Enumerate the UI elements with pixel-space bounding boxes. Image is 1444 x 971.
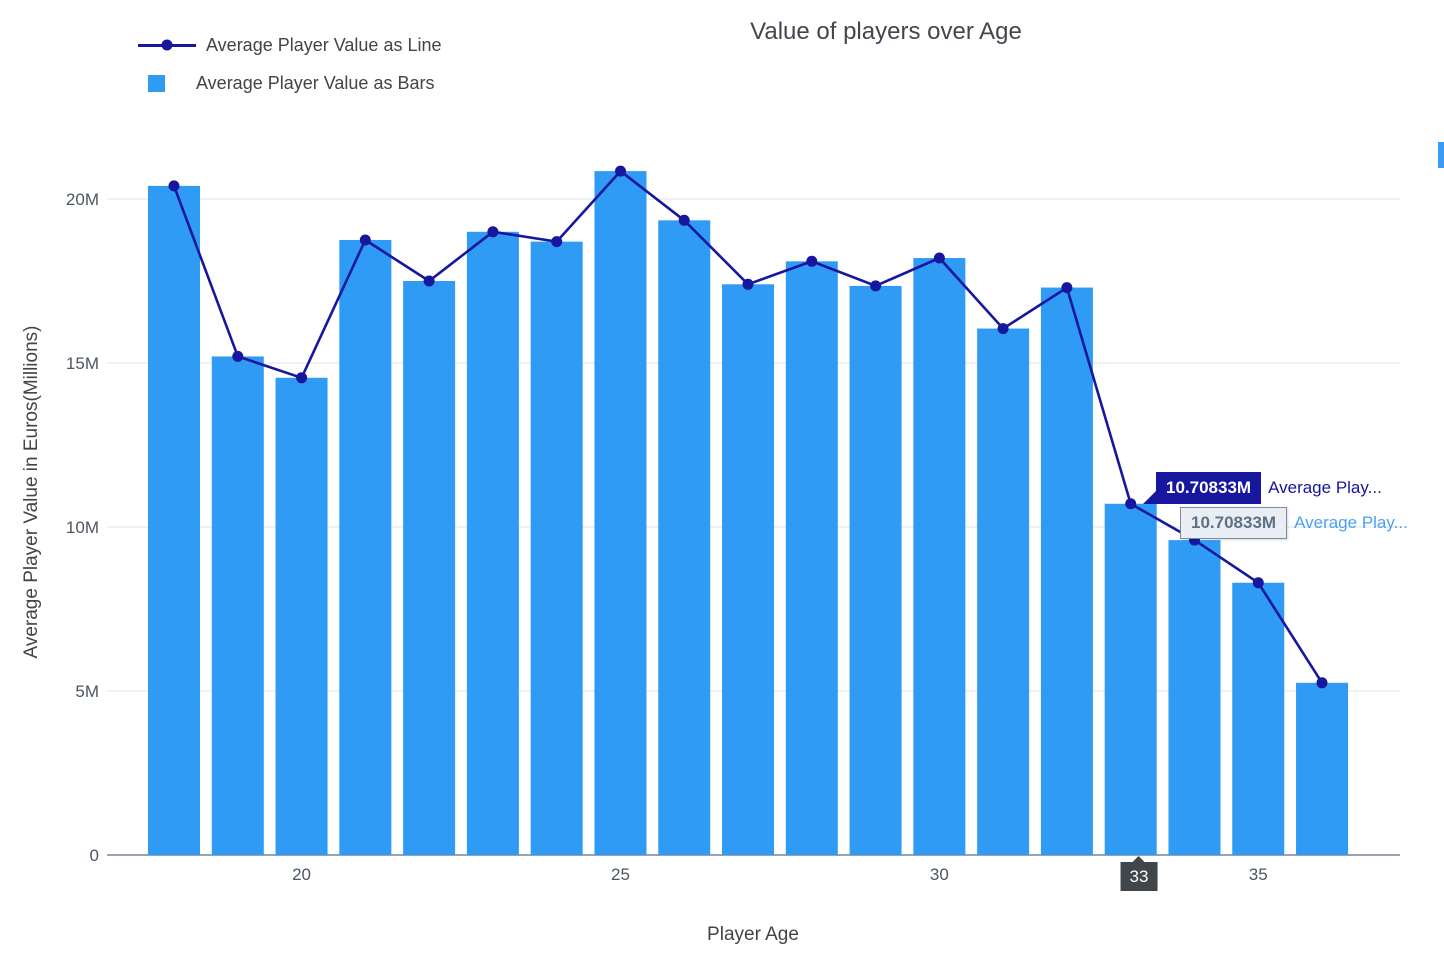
legend-item-bars[interactable]: Average Player Value as Bars	[138, 64, 442, 102]
chart-title: Value of players over Age	[750, 18, 1022, 45]
y-tick-label: 0	[90, 846, 99, 865]
y-tick-label: 15M	[66, 354, 99, 373]
line-marker-age-26[interactable]	[678, 214, 690, 226]
bar-legend-icon	[148, 74, 165, 92]
x-axis-hover-tag: 33	[1120, 856, 1158, 891]
legend-label-bars: Average Player Value as Bars	[196, 72, 435, 93]
line-hover-tooltip: 10.70833M Average Play...	[1142, 472, 1382, 504]
bar-age-21[interactable]	[339, 240, 392, 855]
x-axis-hover-value: 33	[1129, 867, 1149, 886]
line-hover-trace-name: Average Play...	[1268, 478, 1382, 497]
x-tick-label: 20	[292, 865, 311, 884]
bar-age-30[interactable]	[913, 258, 966, 855]
line-marker-age-24[interactable]	[551, 236, 563, 248]
line-marker-age-21[interactable]	[359, 234, 371, 246]
bar-age-23[interactable]	[466, 231, 519, 856]
x-tick-label: 30	[930, 865, 949, 884]
bar-age-31[interactable]	[977, 328, 1030, 855]
bar-age-33[interactable]	[1104, 503, 1157, 855]
bar-age-22[interactable]	[403, 281, 456, 855]
bar-age-18[interactable]	[148, 185, 200, 855]
line-marker-age-29[interactable]	[870, 280, 882, 292]
bar-age-35[interactable]	[1232, 582, 1285, 855]
x-axis-title: Player Age	[707, 924, 799, 945]
y-tick-label: 5M	[75, 682, 99, 701]
bar-age-29[interactable]	[849, 285, 902, 855]
legend: Average Player Value as Line Average Pla…	[138, 26, 442, 102]
line-marker-age-36[interactable]	[1316, 677, 1328, 689]
line-marker-age-28[interactable]	[806, 255, 818, 267]
line-marker-age-27[interactable]	[742, 278, 754, 290]
y-tick-label: 20M	[66, 190, 99, 209]
legend-item-line[interactable]: Average Player Value as Line	[138, 26, 442, 64]
x-tick-label: 25	[611, 865, 630, 884]
bar-age-19[interactable]	[211, 356, 264, 855]
line-marker-age-25[interactable]	[615, 165, 626, 177]
line-legend-icon	[138, 39, 196, 51]
bar-age-24[interactable]	[530, 241, 583, 855]
clipped-modebar-icon	[1438, 142, 1444, 168]
line-marker-age-35[interactable]	[1252, 577, 1264, 589]
bar-age-26[interactable]	[658, 220, 711, 855]
bar-age-32[interactable]	[1040, 287, 1093, 855]
line-marker-age-18[interactable]	[168, 180, 180, 192]
bar-hover-value: 10.70833M	[1180, 507, 1288, 539]
line-marker-age-30[interactable]	[933, 252, 945, 264]
x-tick-label: 35	[1249, 865, 1268, 884]
bar-hover-tooltip: 10.70833M Average Play...	[1180, 507, 1408, 539]
line-marker-icon	[161, 39, 173, 51]
bar-age-25[interactable]	[594, 171, 647, 855]
line-hover-value: 10.70833M	[1142, 472, 1262, 504]
bar-hover-trace-name: Average Play...	[1294, 513, 1408, 532]
bar-age-20[interactable]	[275, 377, 328, 855]
legend-label-line: Average Player Value as Line	[206, 34, 442, 55]
line-marker-age-23[interactable]	[487, 226, 499, 238]
line-marker-age-32[interactable]	[1061, 282, 1073, 294]
line-marker-age-31[interactable]	[997, 323, 1009, 335]
bar-age-36[interactable]	[1296, 682, 1349, 855]
y-tick-label: 10M	[66, 518, 99, 537]
line-marker-age-33[interactable]	[1125, 498, 1137, 510]
line-marker-age-20[interactable]	[296, 372, 308, 384]
bar-age-27[interactable]	[722, 284, 775, 855]
bar-age-34[interactable]	[1168, 540, 1221, 855]
line-marker-age-19[interactable]	[232, 350, 244, 362]
line-marker-age-22[interactable]	[423, 275, 435, 287]
bar-age-28[interactable]	[785, 261, 838, 855]
